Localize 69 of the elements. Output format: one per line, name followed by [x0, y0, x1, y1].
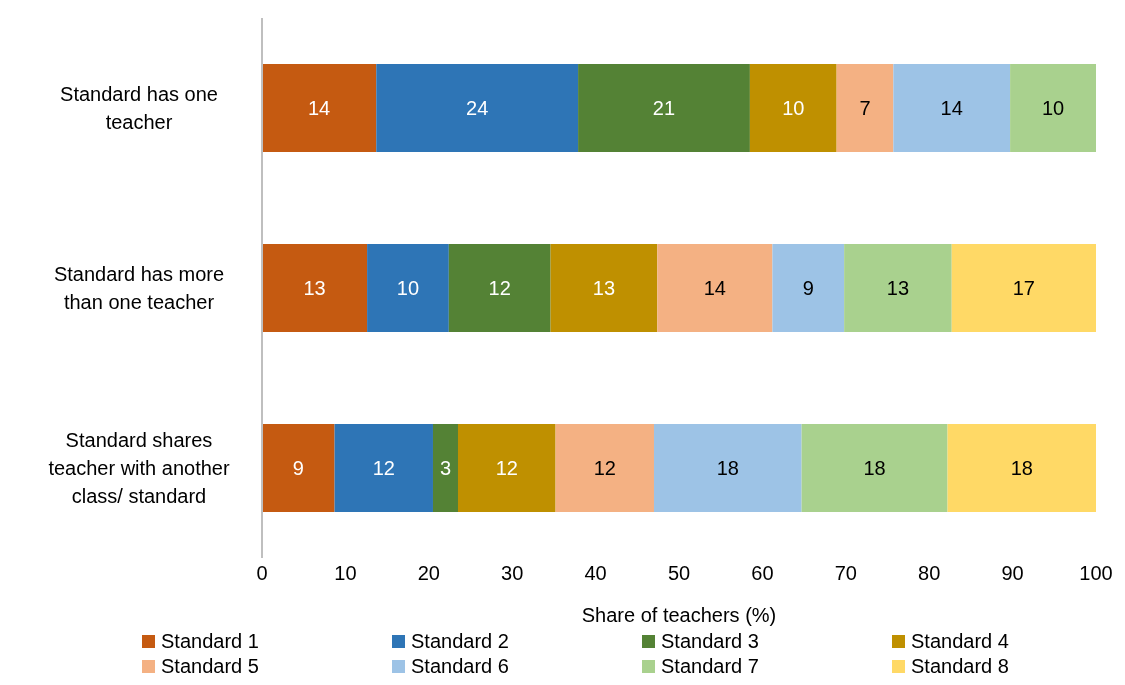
- legend-label: Standard 4: [911, 630, 1009, 653]
- bar: [657, 244, 773, 332]
- data-label: 18: [716, 457, 739, 479]
- data-label: 18: [863, 457, 886, 479]
- legend-label: Standard 8: [911, 655, 1009, 678]
- x-tick-label: 60: [751, 562, 774, 585]
- bar: [749, 64, 837, 152]
- data-label: 13: [303, 277, 326, 299]
- x-tick-label: 70: [834, 562, 857, 585]
- data-label: 12: [495, 457, 518, 479]
- bar: [550, 244, 658, 332]
- y-tick-label: Standard has more than one teacher: [53, 263, 225, 313]
- x-tick-label: 10: [334, 562, 357, 585]
- data-label: 7: [859, 97, 871, 119]
- y-tick-label: Standard shares teacher with another class/ standard: [48, 429, 230, 507]
- x-tick-label: 50: [667, 562, 691, 585]
- bar: [947, 424, 1096, 512]
- x-tick-label: 0: [256, 562, 268, 585]
- data-label: 12: [372, 457, 395, 479]
- data-label: 10: [782, 97, 805, 119]
- bar: [432, 424, 458, 512]
- bar: [772, 244, 845, 332]
- x-tick-label: 90: [1001, 562, 1024, 585]
- legend-label: Standard 6: [411, 655, 509, 678]
- data-label: 14: [940, 97, 963, 119]
- bar: [262, 64, 377, 152]
- data-label: 17: [1012, 277, 1035, 299]
- bar: [653, 424, 802, 512]
- x-axis-title: Share of teachers (%): [581, 604, 777, 626]
- bar: [448, 244, 551, 332]
- data-label: 13: [886, 277, 910, 299]
- data-label: 12: [488, 277, 511, 299]
- data-label: 14: [703, 277, 726, 299]
- data-label: 9: [802, 277, 814, 299]
- bar: [457, 424, 556, 512]
- y-tick-label: Standard has one teacher: [60, 83, 218, 133]
- x-tick-label: 40: [584, 562, 607, 585]
- x-tick-label: 80: [918, 562, 941, 585]
- data-label: 24: [466, 97, 489, 119]
- bar: [376, 64, 579, 152]
- data-label: 12: [593, 457, 616, 479]
- legend-label: Standard 3: [661, 630, 759, 653]
- x-tick-label: 100: [1079, 562, 1113, 585]
- data-label: 3: [439, 457, 452, 479]
- bar: [555, 424, 654, 512]
- bar: [1010, 64, 1096, 152]
- data-label: 9: [292, 457, 304, 479]
- bar: [801, 424, 948, 512]
- bar: [844, 244, 952, 332]
- bar: [836, 64, 894, 152]
- bar: [951, 244, 1096, 332]
- bar: [893, 64, 1011, 152]
- data-label: 18: [1010, 457, 1033, 479]
- data-label: 21: [652, 97, 676, 119]
- data-label: 13: [592, 277, 616, 299]
- x-tick-label: 30: [501, 562, 524, 585]
- legend-label: Standard 7: [661, 655, 759, 678]
- bar: [334, 424, 433, 512]
- legend-label: Standard 2: [411, 630, 509, 653]
- bar: [262, 244, 368, 332]
- x-tick-label: 20: [417, 562, 440, 585]
- legend-label: Standard 1: [161, 630, 259, 653]
- bar: [367, 244, 449, 332]
- bar: [262, 424, 335, 512]
- data-label: 10: [1041, 97, 1065, 119]
- legend-label: Standard 5: [161, 655, 259, 678]
- data-label: 14: [308, 97, 331, 119]
- data-label: 10: [396, 277, 420, 299]
- bar: [578, 64, 750, 152]
